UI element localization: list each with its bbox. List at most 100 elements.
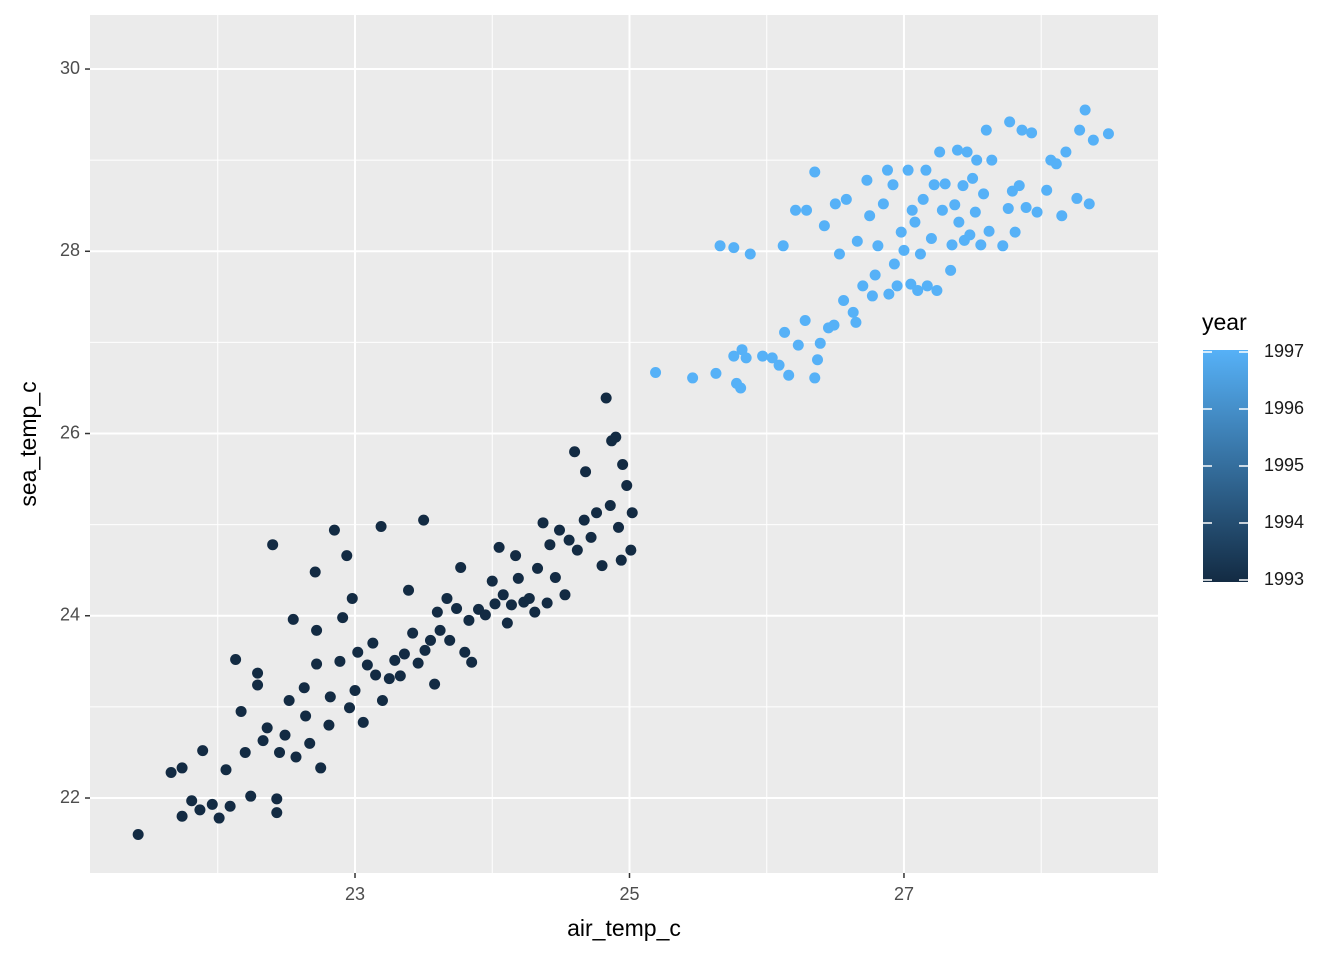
point (132, 828, 144, 840)
point (344, 702, 356, 714)
point (412, 657, 424, 669)
point (541, 597, 553, 609)
point (176, 810, 188, 822)
point (604, 500, 616, 512)
point (403, 584, 415, 596)
point (735, 382, 747, 394)
point (383, 673, 395, 685)
point (334, 655, 346, 667)
point (783, 369, 795, 381)
y-tick-label: 26 (60, 422, 80, 442)
point (352, 646, 364, 658)
point (1041, 184, 1053, 196)
point (419, 644, 431, 656)
point (866, 290, 878, 302)
point (931, 284, 943, 296)
point (315, 762, 327, 774)
point (213, 812, 225, 824)
points (132, 104, 1114, 840)
point (337, 612, 349, 624)
point (493, 541, 505, 553)
point (650, 366, 662, 378)
point (407, 627, 419, 639)
point (510, 550, 522, 562)
point (857, 280, 869, 292)
point (744, 248, 756, 260)
point (902, 164, 914, 176)
point (559, 589, 571, 601)
point (323, 719, 335, 731)
point (687, 372, 699, 384)
point (971, 154, 983, 166)
point (274, 746, 286, 758)
point (596, 560, 608, 572)
point (847, 306, 859, 318)
point (298, 682, 310, 694)
point (809, 166, 821, 178)
point (300, 710, 312, 722)
y-tick-label: 22 (60, 787, 80, 807)
point (585, 531, 597, 543)
point (429, 678, 441, 690)
point (953, 216, 965, 228)
point (501, 617, 513, 629)
point (945, 264, 957, 276)
point (537, 517, 549, 529)
point (949, 199, 961, 211)
colorbar-label: 1997 (1264, 341, 1304, 361)
point (283, 695, 295, 707)
point (505, 599, 517, 611)
point (912, 284, 924, 296)
point (424, 634, 436, 646)
point (1079, 104, 1091, 116)
point (1009, 226, 1021, 238)
point (850, 316, 862, 328)
point (833, 248, 845, 260)
point (864, 210, 876, 222)
point (891, 280, 903, 292)
point (197, 745, 209, 757)
point (883, 288, 895, 300)
point (434, 624, 446, 636)
point (578, 514, 590, 526)
point (279, 729, 291, 741)
point (792, 339, 804, 351)
point (777, 240, 789, 252)
point (740, 352, 752, 364)
point (986, 154, 998, 166)
point (252, 667, 264, 679)
point (946, 239, 958, 251)
point (861, 174, 873, 186)
panel (90, 15, 1158, 873)
y-tick-label: 24 (60, 605, 80, 625)
point (463, 614, 475, 626)
point (615, 554, 627, 566)
point (309, 566, 321, 578)
y-tick-label: 30 (60, 58, 80, 78)
point (829, 198, 841, 210)
point (625, 544, 637, 556)
point (235, 705, 247, 717)
point (591, 507, 603, 519)
point (529, 606, 541, 618)
point (459, 646, 471, 658)
point (497, 589, 509, 601)
point (626, 507, 638, 519)
point (757, 350, 769, 362)
point (851, 235, 863, 247)
point (186, 795, 198, 807)
point (1060, 146, 1072, 158)
point (523, 592, 535, 604)
point (569, 446, 581, 458)
point (869, 269, 881, 281)
point (600, 392, 612, 404)
point (375, 520, 387, 532)
point (1074, 124, 1086, 136)
point (230, 654, 242, 666)
point (961, 146, 973, 158)
point (271, 807, 283, 819)
point (898, 244, 910, 256)
point (951, 144, 963, 156)
point (367, 637, 379, 649)
point (418, 514, 430, 526)
